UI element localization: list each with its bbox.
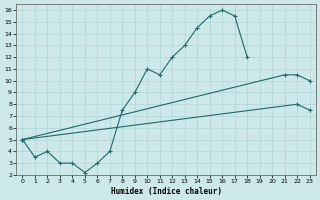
X-axis label: Humidex (Indice chaleur): Humidex (Indice chaleur) bbox=[110, 187, 221, 196]
